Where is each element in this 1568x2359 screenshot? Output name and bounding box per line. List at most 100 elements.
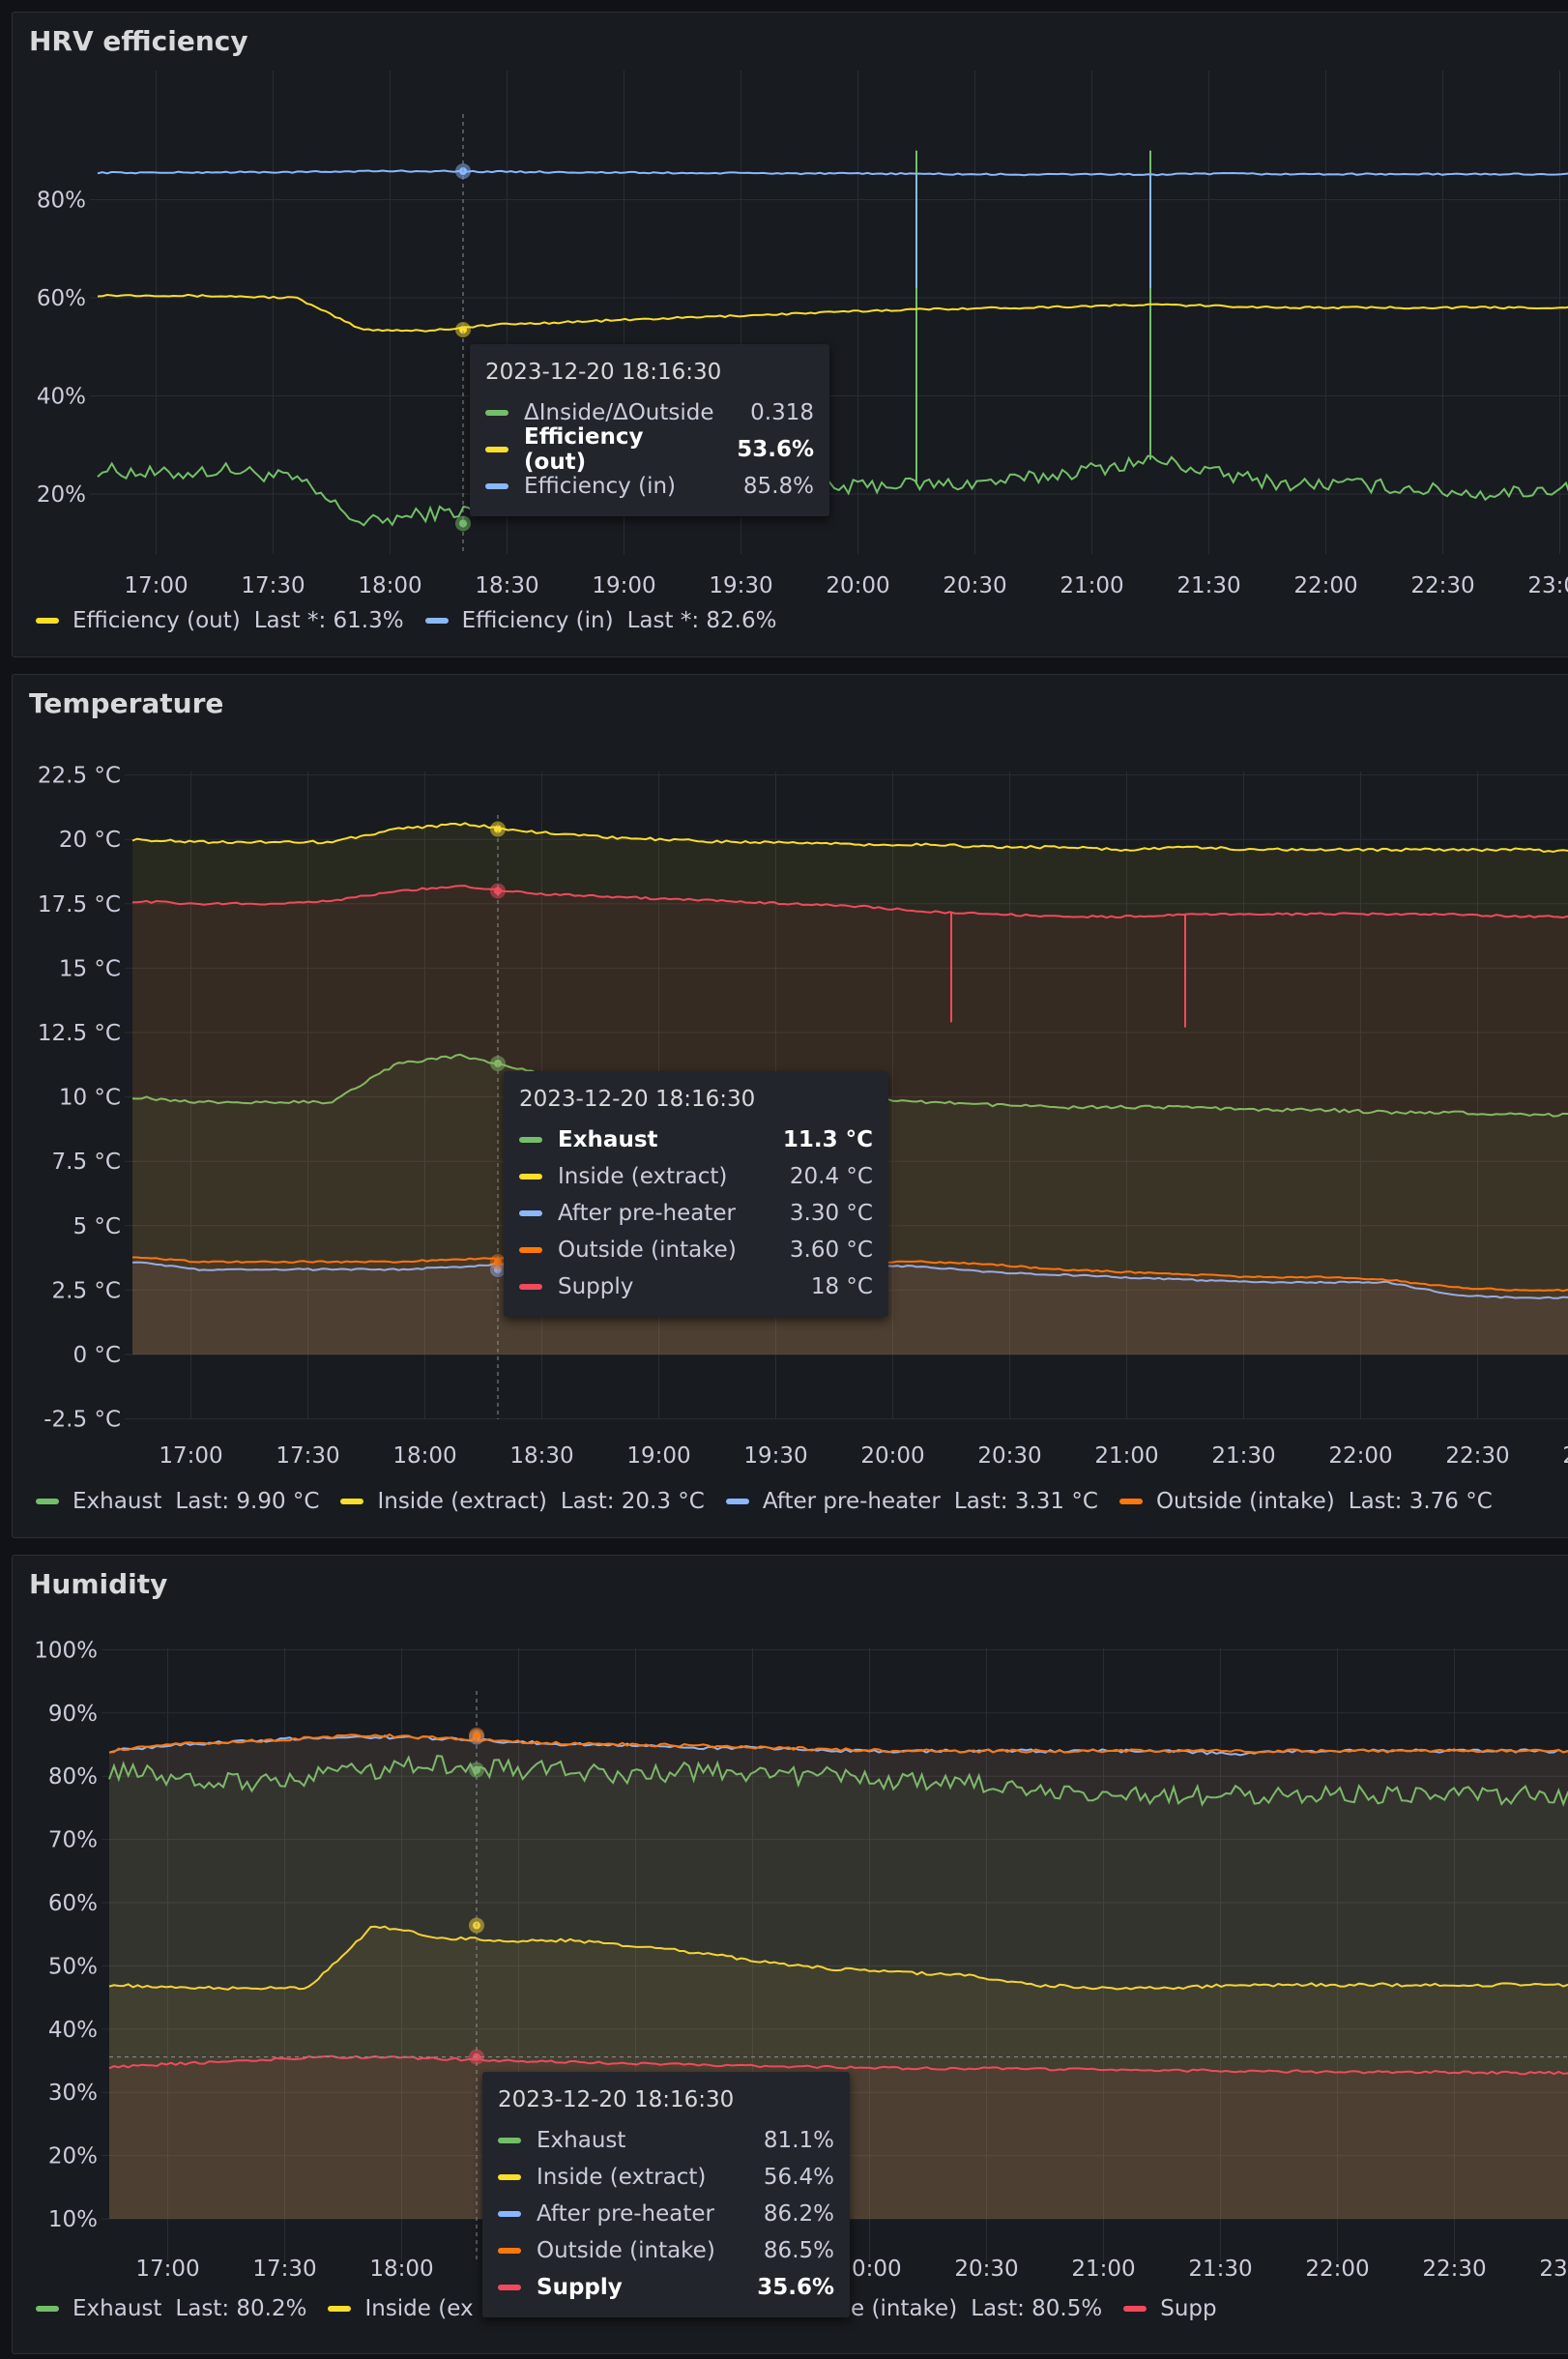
tooltip-series-name: ΔInside/ΔOutside [524,400,714,425]
tooltip-value: 86.2% [763,2201,834,2227]
panel-humidity: Humidity 10% 20% 30% 40% 50% 60% 70% 80% 90% 100%… [12,1555,1568,2354]
tooltip-value: 3.60 °C [789,1238,873,1263]
panel-hrv-efficiency: HRV efficiency 20% 40% 60% 80% 17:00 17:30 18:… [12,12,1568,657]
series-swatch [498,2211,521,2217]
series-swatch [1118,1499,1143,1504]
series-swatch [498,2138,521,2143]
tooltip-row: Inside (extract) 20.4 °C [519,1158,873,1195]
legend-item[interactable]: Supp [1123,2296,1217,2321]
tooltip-row: Exhaust 81.1% [498,2122,834,2159]
x-tick-label: 18:00 [358,573,421,598]
legend-last: Last: 80.5% [971,2296,1103,2321]
x-tick-label: 17:00 [135,2257,199,2282]
y-tick-label: 15 °C [59,956,121,981]
y-tick-label: 2.5 °C [52,1278,121,1303]
x-tick-label: 21:00 [1071,2257,1135,2282]
panel-title[interactable]: Humidity [29,1568,168,1600]
series-swatch [36,1499,59,1504]
y-tick-label: 10 °C [59,1086,121,1111]
legend-item[interactable]: Efficiency (out) Last *: 61.3% [36,608,404,633]
tooltip-time: 2023-12-20 18:16:30 [519,1087,756,1112]
tooltip-value: 3.30 °C [789,1201,873,1226]
x-tick-label: 17:00 [159,1443,222,1469]
tooltip-row: Inside (extract) 56.4% [498,2159,834,2196]
x-tick-label: 17:30 [241,573,305,598]
y-tick-label: 20 °C [59,828,121,853]
legend-item[interactable]: Efficiency (in) Last *: 82.6% [424,608,777,633]
legend-item[interactable]: Inside (ex [328,2296,474,2321]
series-swatch [498,2248,521,2254]
series-line [131,885,1568,919]
panel-title[interactable]: HRV efficiency [29,25,248,57]
series-swatch [340,1499,364,1504]
legend-last: Last: 3.76 °C [1348,1489,1493,1514]
tooltip-series-name: Supply [537,2275,623,2300]
x-tick-label: 21:30 [1211,1443,1275,1469]
legend-name: After pre-heater [762,1489,941,1514]
legend-name: Efficiency (out) [73,608,241,633]
panel-temperature: Temperature -2.5 °C 0 °C 2.5 °C 5 °C 7.5 °C 1… [12,674,1568,1538]
legend: Exhaust Last: 9.90 °C Inside (extract) Last… [36,1489,1514,1514]
tooltip-value: 85.8% [742,474,814,499]
tooltip-series-name: Efficiency (in) [524,474,677,499]
x-tick-label: 23:00 [1539,2257,1568,2282]
tooltip-time: 2023-12-20 18:16:30 [498,2087,735,2112]
series-swatch [424,618,449,624]
x-tick-label: 22:00 [1305,2257,1369,2282]
x-tick-label: 18:30 [509,1443,573,1469]
legend-last: Last *: 82.6% [626,608,777,633]
series-line [132,1255,1568,1293]
legend-item[interactable]: Outside (intake) Last: 3.76 °C [1118,1489,1493,1514]
y-tick-label: 70% [48,1828,98,1853]
legend-item[interactable]: Exhaust Last: 9.90 °C [36,1489,319,1514]
y-tick-label: 20% [48,2144,98,2170]
x-tick-label: 20:00 [826,573,889,598]
panel-title[interactable]: Temperature [29,687,224,719]
y-tick-label: 80% [37,189,86,214]
tooltip-value: 11.3 °C [782,1127,873,1152]
x-tick-label: 23:00 [1562,1443,1568,1469]
tooltip: 2023-12-20 18:16:30 Exhaust 81.1% Inside (e… [482,2072,850,2317]
series-swatch [1123,2306,1147,2312]
x-tick-label: 22:00 [1293,573,1357,598]
y-tick-label: 22.5 °C [38,764,121,789]
tooltip-row: Efficiency (in) 85.8% [485,468,814,505]
legend-last: Last: 80.2% [175,2296,307,2321]
y-tick-label: 40% [37,385,86,410]
legend-last: Last: 9.90 °C [175,1489,320,1514]
series-line [108,1733,1568,1754]
tooltip-value: 0.318 [750,400,814,425]
legend-item[interactable]: Exhaust Last: 80.2% [36,2296,306,2321]
series-line [108,2054,1568,2076]
y-tick-label: 60% [48,1891,98,1916]
x-tick-label: 21:30 [1188,2257,1252,2282]
series-line [131,1260,1568,1299]
tooltip-series-name: Efficiency (out) [524,424,644,475]
y-tick-label: 90% [48,1702,98,1727]
legend: Efficiency (out) Last *: 61.3% Efficiency … [36,608,798,633]
tooltip-value: 86.5% [763,2238,834,2263]
legend-name: Exhaust [73,2296,162,2321]
x-tick-label: 22:30 [1445,1443,1509,1469]
y-tick-label: 80% [48,1764,98,1790]
x-tick-label: 20:30 [954,2257,1018,2282]
legend-item[interactable]: Inside (extract) Last: 20.3 °C [340,1489,705,1514]
legend-last: Last: 3.31 °C [953,1489,1098,1514]
tooltip-time: 2023-12-20 18:16:30 [485,360,722,385]
series-line [97,293,1568,333]
y-tick-label: 0 °C [73,1343,121,1368]
x-tick-label: 22:30 [1410,573,1474,598]
series-swatch [519,1174,542,1180]
series-swatch [519,1210,542,1216]
x-tick-label: 19:00 [626,1443,690,1469]
tooltip-series-name: Outside (intake) [558,1238,737,1263]
y-tick-label: 12.5 °C [38,1021,121,1046]
y-tick-label: 40% [48,2018,98,2043]
tooltip-row: After pre-heater 3.30 °C [519,1195,873,1232]
x-tick-label: 22:30 [1422,2257,1486,2282]
tooltip-row: Outside (intake) 86.5% [498,2232,834,2269]
legend-item[interactable]: After pre-heater Last: 3.31 °C [725,1489,1098,1514]
series-swatch [519,1247,542,1253]
x-tick-label: 20:30 [943,573,1006,598]
tooltip-series-name: Inside (extract) [558,1164,728,1189]
